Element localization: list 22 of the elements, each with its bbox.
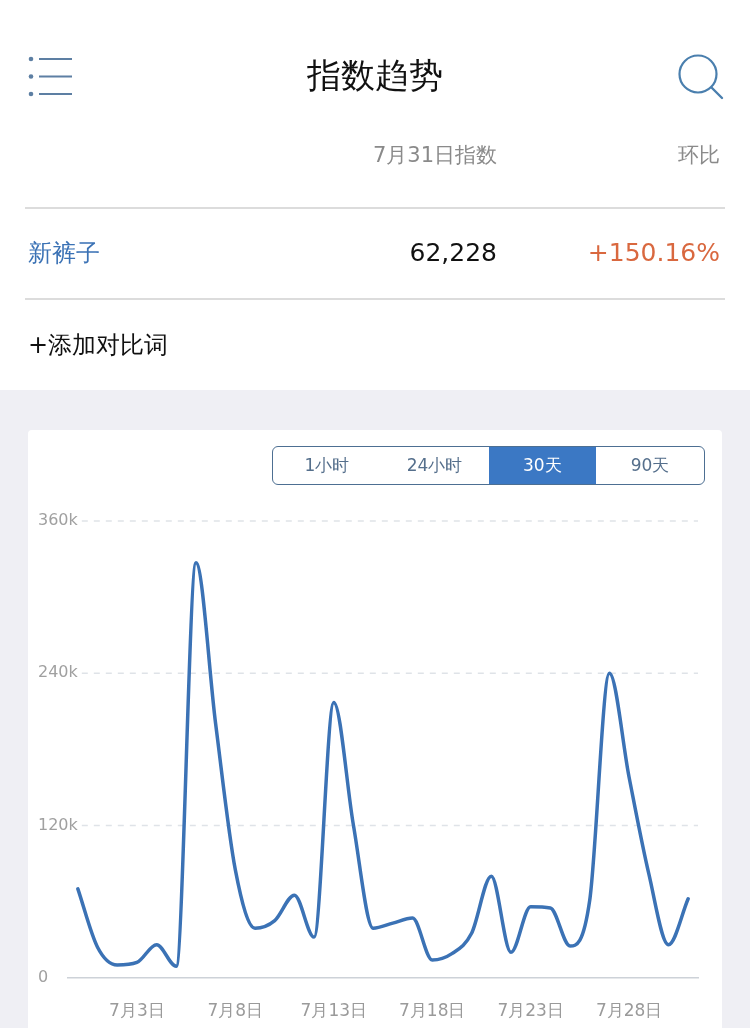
y-tick-label: 360k: [38, 510, 79, 530]
text: 环比: [678, 142, 720, 169]
range-tab[interactable]: 30天: [488, 447, 597, 484]
range-tab[interactable]: 90天: [596, 447, 704, 484]
y-tick-label: 0: [38, 966, 49, 986]
text: +添加对比词: [28, 330, 169, 361]
text: +150.16%: [587, 237, 720, 269]
line-series: [76, 561, 690, 969]
y-tick-label: 120k: [38, 814, 79, 834]
range-tab[interactable]: 24小时: [380, 447, 489, 484]
x-tick-label: 7月28日: [595, 1000, 663, 1021]
text: 新裤子: [28, 238, 100, 269]
x-tick-label: 7月23日: [497, 1000, 564, 1021]
range-tab[interactable]: 1小时: [273, 447, 381, 484]
x-tick-label: 7月18日: [398, 1000, 466, 1021]
x-tick-label: 7月13日: [300, 1000, 368, 1021]
y-tick-label: 240k: [38, 662, 79, 682]
x-tick-label: 7月3日: [109, 1000, 165, 1021]
chart-title: 指数趋势: [306, 54, 444, 97]
text: 62,228: [409, 237, 497, 269]
text: 7月31日指数: [372, 142, 497, 169]
x-tick-label: 7月8日: [207, 1000, 264, 1021]
